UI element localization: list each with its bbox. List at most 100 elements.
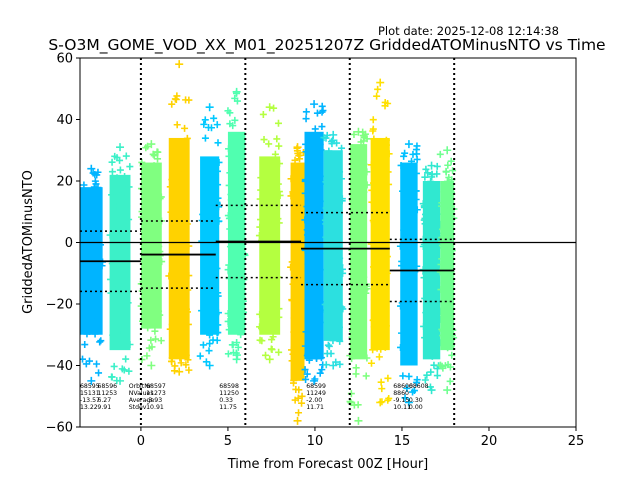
stats-column: 68595 15131 -13.57 13.22 [80, 383, 100, 411]
data-point [411, 268, 419, 276]
data-point [317, 146, 325, 154]
data-point [275, 188, 283, 196]
data-point [294, 190, 302, 198]
data-point [143, 309, 151, 317]
data-point [185, 272, 193, 280]
data-point [313, 298, 321, 306]
data-point [291, 205, 299, 213]
data-point [374, 269, 382, 277]
data-point [265, 140, 273, 148]
data-point-max [376, 78, 385, 87]
data-point [204, 123, 212, 131]
data-point [301, 189, 309, 197]
data-point [350, 401, 358, 409]
data-point [407, 215, 415, 223]
data-point [200, 269, 208, 277]
data-point [226, 243, 234, 251]
data-point-max [265, 103, 274, 112]
point-strip [255, 103, 284, 364]
data-point [153, 148, 161, 156]
data-point [400, 300, 408, 308]
stats-value: -2.00 [306, 397, 322, 404]
reference-lines [80, 58, 576, 427]
data-point [421, 376, 429, 384]
data-point [433, 372, 441, 380]
data-point [262, 351, 270, 359]
data-point [111, 218, 119, 226]
data-point-max [310, 100, 319, 109]
data-point-max [175, 60, 184, 69]
data-point [214, 139, 222, 147]
data-point [121, 179, 129, 187]
data-point [166, 325, 174, 333]
data-point [126, 163, 134, 171]
data-point [236, 148, 244, 156]
data-point [403, 353, 411, 361]
data-point [185, 242, 193, 250]
data-point [108, 168, 116, 176]
data-point [303, 231, 311, 239]
data-point [350, 307, 358, 315]
data-point [408, 188, 416, 196]
y-axis-label: GriddedATOMinusNTO [21, 170, 36, 314]
data-point [234, 141, 242, 149]
data-point [408, 201, 416, 209]
data-point [354, 302, 362, 310]
data-point [304, 260, 312, 268]
data-point [372, 144, 380, 152]
data-point [382, 317, 390, 325]
data-point [380, 338, 388, 346]
point-strip [106, 143, 134, 385]
data-point [369, 346, 377, 354]
x-tick-label: 0 [137, 434, 145, 449]
data-point [301, 176, 309, 184]
data-point [449, 167, 457, 175]
data-point [385, 150, 393, 158]
data-point [177, 298, 185, 306]
data-point [351, 182, 359, 190]
data-point [353, 276, 361, 284]
data-point [310, 306, 318, 314]
data-point [325, 342, 333, 350]
data-point [83, 204, 91, 212]
data-point [399, 372, 407, 380]
data-point [292, 333, 300, 341]
data-point [151, 256, 159, 264]
data-point [151, 327, 159, 335]
data-point [225, 274, 233, 282]
data-point-min [232, 355, 241, 364]
data-point [215, 158, 223, 166]
data-point [203, 262, 211, 270]
data-point [287, 263, 295, 271]
data-point [259, 317, 267, 325]
data-point [352, 370, 360, 378]
data-point [110, 362, 118, 370]
data-point [397, 343, 405, 351]
data-point [323, 249, 331, 257]
data-point [110, 325, 118, 333]
data-point [268, 253, 276, 261]
data-point [349, 327, 357, 335]
data-point [331, 258, 339, 266]
data-point [109, 339, 117, 347]
stats-value: -13.57 [80, 397, 100, 404]
point-strip [320, 130, 347, 370]
data-point [401, 214, 409, 222]
data-point [125, 216, 133, 224]
data-point [333, 334, 341, 342]
data-point [348, 333, 356, 341]
data-point [369, 127, 377, 135]
data-point [407, 328, 415, 336]
data-point [302, 115, 310, 123]
data-point [229, 341, 237, 349]
data-point [240, 308, 248, 316]
data-point [199, 210, 207, 218]
data-point [154, 293, 162, 301]
data-point [82, 253, 90, 261]
data-point [257, 186, 265, 194]
data-point [233, 306, 241, 314]
data-point [327, 227, 335, 235]
data-point [370, 323, 378, 331]
data-point [165, 272, 173, 280]
data-point [446, 377, 454, 385]
